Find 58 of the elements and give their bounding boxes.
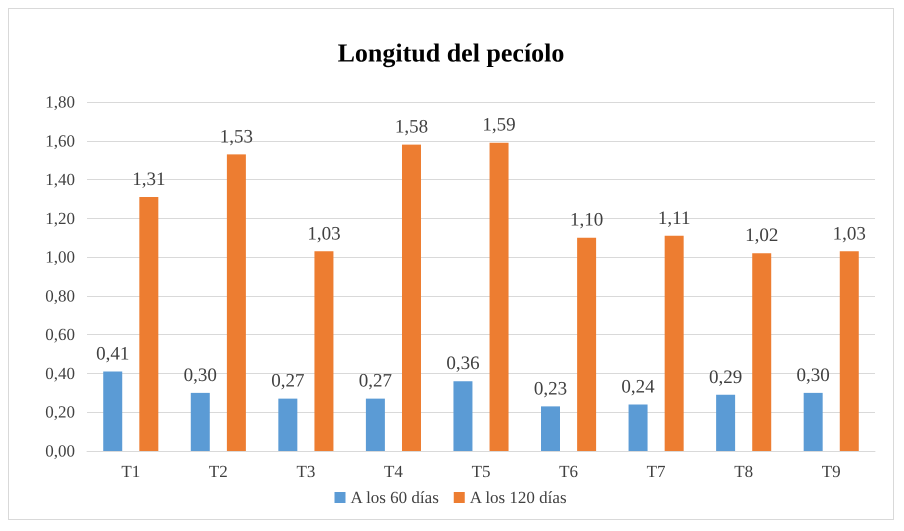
data-label: 0,30 [184,364,217,386]
y-tick-label: 1,80 [45,92,75,112]
legend-label: A los 120 días [470,488,567,507]
bar [541,406,560,451]
bar [716,394,736,451]
x-tick-label: T5 [472,462,490,481]
legend-label: A los 60 días [350,488,439,507]
bar [190,392,210,451]
x-tick-label: T3 [296,462,316,481]
bar [226,154,246,451]
y-tick-label: 0,20 [45,402,75,422]
x-tick-label: T8 [734,462,754,481]
data-label: 1,58 [394,116,428,138]
bar [804,392,823,451]
x-tick-label: T7 [646,462,666,481]
data-label: 0,23 [534,378,568,400]
data-label: 1,31 [132,169,166,190]
data-label: 1,11 [658,208,690,229]
bar [314,251,334,451]
data-label: 0,27 [271,370,304,392]
x-tick-label: T1 [121,462,140,481]
y-tick-label: 0,00 [45,442,75,460]
data-label: 0,27 [358,370,392,392]
data-label: 1,10 [570,210,604,231]
data-label: 1,03 [307,223,341,244]
y-tick-label: 1,40 [45,170,75,190]
y-tick-label: 1,60 [45,131,75,150]
data-label: 0,30 [796,364,830,386]
x-tick-label: T6 [559,462,578,481]
bar [752,253,772,451]
y-tick-label: 1,00 [45,248,75,267]
data-label: 1,53 [220,126,254,148]
data-label: 1,02 [745,225,778,246]
bar [278,398,298,451]
bar [664,236,684,451]
bar [840,251,859,451]
bar [402,144,421,451]
data-label: 0,36 [446,353,480,374]
y-tick-label: 0,60 [45,325,75,344]
bar [577,238,596,451]
y-tick-label: 1,20 [45,208,75,228]
data-label: 1,59 [482,114,516,136]
data-label: 1,03 [832,223,866,244]
bar [139,197,158,451]
data-label: 0,29 [708,366,742,388]
data-label: 0,41 [96,344,130,365]
y-tick-label: 0,40 [45,364,75,383]
y-tick-label: 0,80 [45,286,75,306]
x-tick-label: T4 [384,462,404,481]
x-tick-label: T2 [208,462,228,481]
data-label: 0,24 [621,376,656,398]
bar [490,142,509,451]
x-tick-label: T9 [822,462,841,481]
bar [103,372,122,451]
bar [453,381,472,451]
bar [366,398,385,451]
bar [628,404,648,451]
chart-title: Longitud del pecíolo [338,38,564,68]
